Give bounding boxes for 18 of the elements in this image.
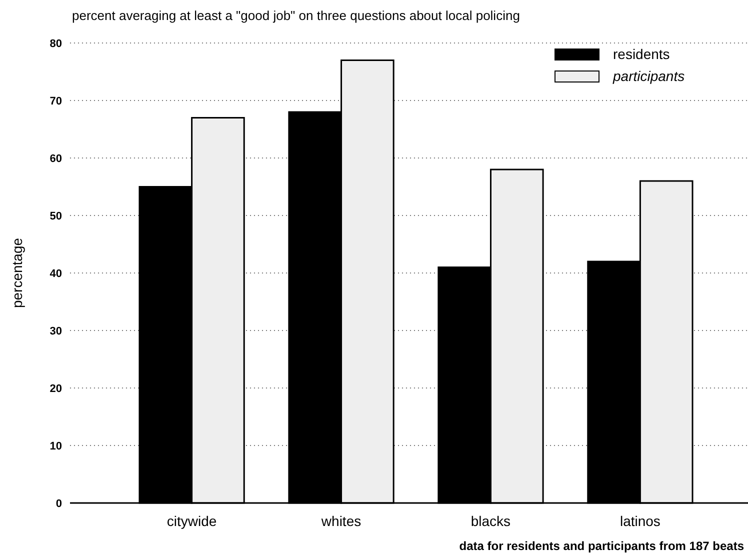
y-tick-label: 60	[50, 152, 62, 165]
y-tick-label: 10	[50, 440, 62, 452]
x-tick-label: latinos	[620, 513, 660, 529]
y-tick-label: 80	[50, 38, 62, 50]
chart-title: percent averaging at least a "good job" on three questions about local policing	[72, 8, 520, 23]
legend-label: residents	[613, 46, 670, 62]
y-tick-label: 50	[50, 210, 62, 222]
y-tick-label: 20	[50, 382, 62, 395]
x-tick-label: whites	[320, 513, 362, 529]
x-tick-label: blacks	[470, 513, 511, 529]
text: data for residents and participants from 187 beats	[459, 539, 744, 553]
y-tick-label: 30	[50, 325, 62, 338]
y-tick-label: 70	[50, 95, 62, 108]
legend-label: participants	[612, 68, 685, 84]
y-axis-title: percentage	[9, 238, 25, 308]
y-tick-label: 40	[50, 268, 62, 280]
x-tick-label: citywide	[166, 513, 217, 529]
y-tick-label: 0	[56, 498, 62, 510]
